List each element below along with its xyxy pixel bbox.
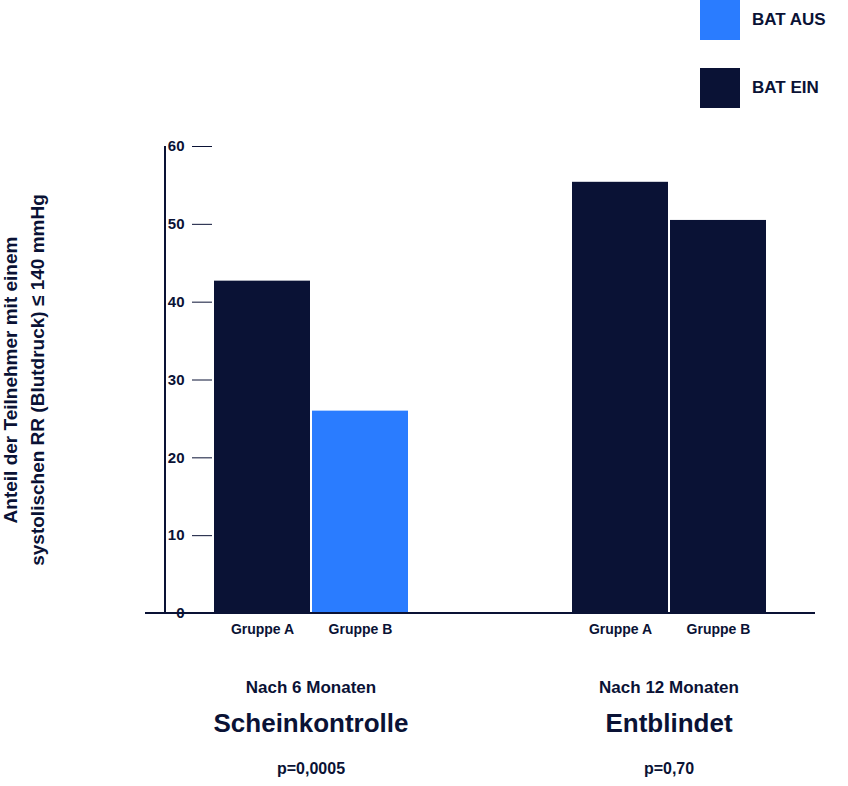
svg-text:p=0,70: p=0,70 (644, 760, 694, 777)
svg-text:10: 10 (168, 526, 185, 543)
svg-text:60: 60 (168, 137, 185, 154)
svg-text:0: 0 (176, 604, 185, 622)
svg-text:Gruppe B: Gruppe B (687, 621, 751, 637)
html-text:BAT EIN: BAT EIN (752, 78, 819, 97)
svg-text:Scheinkontrolle: Scheinkontrolle (213, 708, 408, 738)
html-text:Anteil der Teilnehmer mit eine: Anteil der Teilnehmer mit einem (0, 236, 21, 524)
html-text:systolischen RR (Blutdruck) ≤: systolischen RR (Blutdruck) ≤ 140 mmHg (27, 194, 48, 566)
svg-text:Nach 6 Monaten: Nach 6 Monaten (246, 678, 376, 697)
svg-text:Gruppe A: Gruppe A (589, 621, 652, 637)
svg-text:Entblindet: Entblindet (605, 708, 732, 738)
svg-text:Gruppe A: Gruppe A (231, 621, 294, 637)
svg-text:Nach 12 Monaten: Nach 12 Monaten (599, 678, 739, 697)
svg-text:Gruppe B: Gruppe B (329, 621, 393, 637)
html-text:BAT AUS: BAT AUS (752, 10, 826, 29)
svg-text:20: 20 (168, 449, 185, 466)
svg-text:50: 50 (168, 215, 185, 232)
svg-text:40: 40 (168, 293, 185, 310)
svg-text:30: 30 (168, 371, 185, 388)
svg-text:p=0,0005: p=0,0005 (277, 760, 345, 777)
